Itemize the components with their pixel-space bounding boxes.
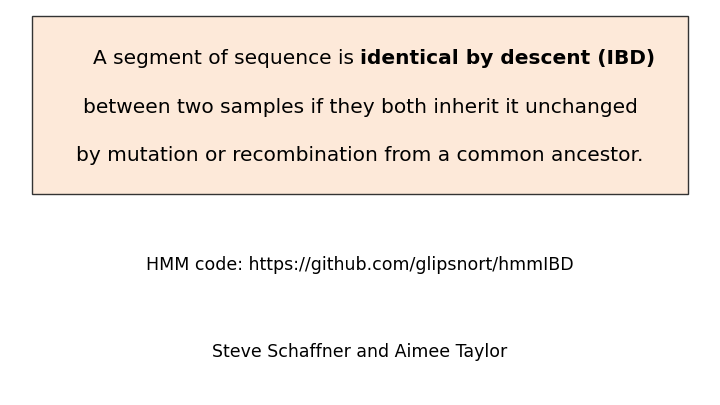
FancyBboxPatch shape <box>32 16 688 194</box>
Text: Steve Schaffner and Aimee Taylor: Steve Schaffner and Aimee Taylor <box>212 343 508 361</box>
Text: identical by descent (IBD): identical by descent (IBD) <box>360 49 655 68</box>
Text: A segment of sequence is: A segment of sequence is <box>93 49 360 68</box>
Text: between two samples if they both inherit it unchanged: between two samples if they both inherit… <box>83 98 637 117</box>
Text: HMM code: https://github.com/glipsnort/hmmIBD: HMM code: https://github.com/glipsnort/h… <box>146 256 574 274</box>
Text: by mutation or recombination from a common ancestor.: by mutation or recombination from a comm… <box>76 147 644 165</box>
